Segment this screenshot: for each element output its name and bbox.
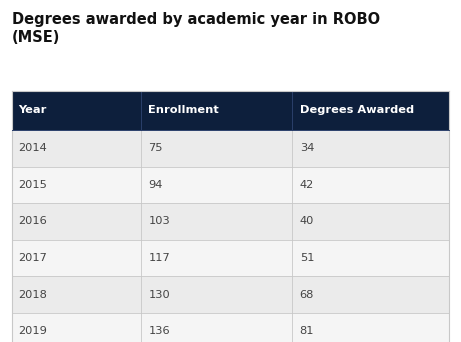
Text: 2019: 2019 — [18, 326, 47, 336]
Text: 136: 136 — [148, 326, 170, 336]
Text: 2016: 2016 — [18, 216, 47, 226]
Text: 130: 130 — [148, 290, 170, 300]
FancyBboxPatch shape — [12, 130, 449, 167]
Text: Year: Year — [18, 105, 47, 115]
FancyBboxPatch shape — [12, 203, 449, 240]
FancyBboxPatch shape — [12, 313, 449, 342]
Text: Degrees awarded by academic year in ROBO
(MSE): Degrees awarded by academic year in ROBO… — [12, 12, 380, 45]
FancyBboxPatch shape — [12, 167, 449, 203]
Text: 2014: 2014 — [18, 143, 47, 153]
Text: 2017: 2017 — [18, 253, 47, 263]
Text: Enrollment: Enrollment — [148, 105, 219, 115]
Text: 42: 42 — [300, 180, 314, 190]
Text: 117: 117 — [148, 253, 170, 263]
Text: 2015: 2015 — [18, 180, 47, 190]
Text: 103: 103 — [148, 216, 170, 226]
Text: 94: 94 — [148, 180, 163, 190]
Text: 68: 68 — [300, 290, 314, 300]
Text: Degrees Awarded: Degrees Awarded — [300, 105, 414, 115]
FancyBboxPatch shape — [12, 91, 449, 130]
Text: 40: 40 — [300, 216, 314, 226]
FancyBboxPatch shape — [12, 240, 449, 276]
Text: 51: 51 — [300, 253, 314, 263]
Text: 81: 81 — [300, 326, 314, 336]
Text: 34: 34 — [300, 143, 314, 153]
Text: 2018: 2018 — [18, 290, 47, 300]
Text: 75: 75 — [148, 143, 163, 153]
FancyBboxPatch shape — [12, 276, 449, 313]
